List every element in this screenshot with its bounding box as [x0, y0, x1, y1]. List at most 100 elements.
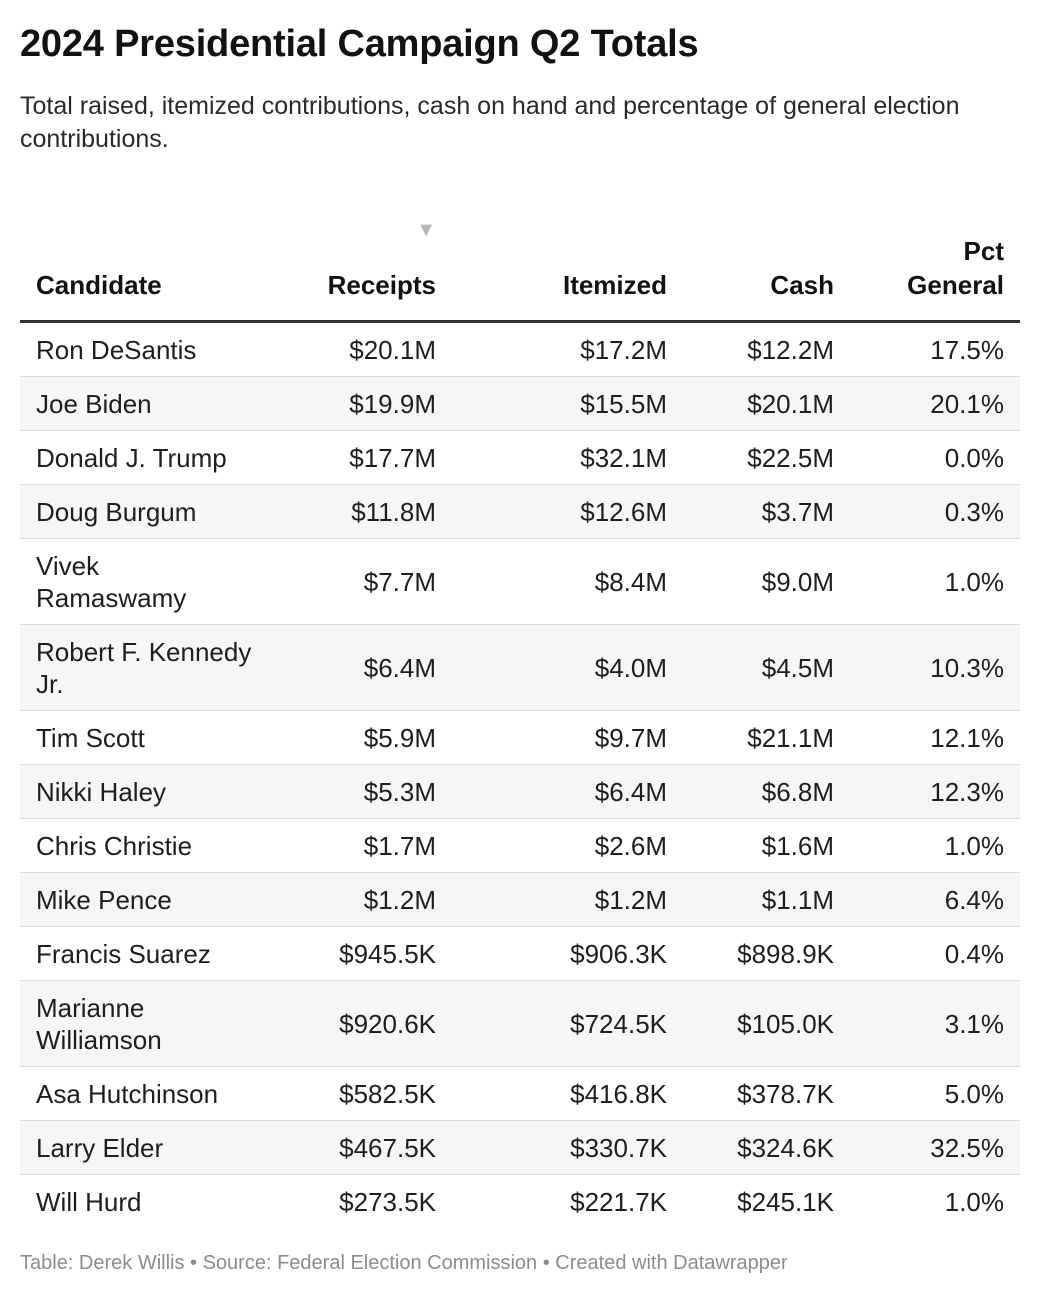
cell-receipts: $920.6K	[272, 980, 452, 1067]
cell-itemized: $2.6M	[452, 818, 683, 873]
cell-pct-general: 0.3%	[850, 484, 1020, 539]
cell-cash: $1.6M	[683, 818, 850, 873]
table-row: Joe Biden $19.9M $15.5M $20.1M 20.1%	[20, 376, 1020, 431]
cell-receipts: $945.5K	[272, 926, 452, 981]
cell-cash: $9.0M	[683, 538, 850, 625]
cell-itemized: $9.7M	[452, 710, 683, 765]
sort-descending-icon: ▼	[416, 219, 436, 241]
cell-receipts: $1.7M	[272, 818, 452, 873]
column-header-pct-general[interactable]: Pct General	[850, 208, 1020, 323]
cell-itemized: $4.0M	[452, 624, 683, 711]
cell-cash: $324.6K	[683, 1120, 850, 1175]
footer-credits: Table: Derek Willis • Source: Federal El…	[20, 1252, 788, 1274]
table-row: Robert F. Kennedy Jr. $6.4M $4.0M $4.5M …	[20, 624, 1020, 711]
table-row: Ron DeSantis $20.1M $17.2M $12.2M 17.5%	[20, 321, 1020, 377]
cell-pct-general: 5.0%	[850, 1066, 1020, 1121]
cell-itemized: $330.7K	[452, 1120, 683, 1175]
cell-pct-general: 1.0%	[944, 1186, 1004, 1217]
cell-cash: $22.5M	[683, 430, 850, 485]
cell-pct-general: 17.5%	[850, 321, 1020, 377]
cell-receipts: $5.3M	[272, 764, 452, 819]
cell-itemized: $8.4M	[452, 538, 683, 625]
cell-itemized: $906.3K	[452, 926, 683, 981]
cell-cash: $21.1M	[683, 710, 850, 765]
cell-pct-general: 1.0%	[850, 538, 1020, 625]
cell-pct-general: 12.1%	[850, 710, 1020, 765]
cell-receipts: $7.7M	[272, 538, 452, 625]
cell-pct-general: 10.3%	[850, 624, 1020, 711]
cell-itemized: $32.1M	[452, 430, 683, 485]
column-header-itemized[interactable]: Itemized	[452, 208, 683, 323]
cell-itemized: $15.5M	[452, 376, 683, 431]
cell-receipts: $20.1M	[272, 321, 452, 377]
cell-receipts: $5.9M	[272, 710, 452, 765]
cell-pct-general: 6.4%	[850, 872, 1020, 927]
cell-itemized: $416.8K	[452, 1066, 683, 1121]
cell-candidate: Tim Scott	[20, 710, 272, 765]
cell-candidate: Doug Burgum	[20, 484, 272, 539]
cell-cash: $898.9K	[683, 926, 850, 981]
cell-candidate: Robert F. Kennedy Jr.	[20, 624, 272, 711]
table-row: Francis Suarez $945.5K $906.3K $898.9K 0…	[20, 926, 1020, 981]
cell-pct-general: 0.4%	[850, 926, 1020, 981]
table-row: Tim Scott $5.9M $9.7M $21.1M 12.1%	[20, 710, 1020, 765]
cell-receipts: $19.9M	[272, 376, 452, 431]
cell-receipts: $467.5K	[272, 1120, 452, 1175]
cell-candidate: Francis Suarez	[20, 926, 272, 981]
table-row: Nikki Haley $5.3M $6.4M $6.8M 12.3%	[20, 764, 1020, 819]
cell-cash: $12.2M	[683, 321, 850, 377]
cell-candidate: Marianne Williamson	[20, 980, 272, 1067]
table-row: Larry Elder $467.5K $330.7K $324.6K 32.5…	[20, 1120, 1020, 1175]
table-row: Asa Hutchinson $582.5K $416.8K $378.7K 5…	[20, 1066, 1020, 1121]
cell-candidate: Ron DeSantis	[20, 321, 272, 377]
column-header-pct-general-label: Pct General	[907, 236, 1004, 300]
cell-cash: $3.7M	[683, 484, 850, 539]
cell-candidate: Mike Pence	[20, 872, 272, 927]
cell-receipts: $1.2M	[272, 872, 452, 927]
table-header-row: Candidate ▼ Receipts Itemized Cash Pct G…	[20, 208, 1020, 323]
column-header-candidate[interactable]: Candidate	[20, 208, 272, 323]
cell-candidate: Asa Hutchinson	[20, 1066, 272, 1121]
cell-receipts: $11.8M	[272, 484, 452, 539]
cell-candidate: Joe Biden	[20, 376, 272, 431]
cell-candidate: Nikki Haley	[20, 764, 272, 819]
column-header-receipts-label: Receipts	[327, 270, 436, 300]
table-row: Donald J. Trump $17.7M $32.1M $22.5M 0.0…	[20, 430, 1020, 485]
cell-itemized: $1.2M	[452, 872, 683, 927]
cell-cash: $4.5M	[683, 624, 850, 711]
cell-pct-general: 1.0%	[850, 818, 1020, 873]
cell-itemized: $724.5K	[452, 980, 683, 1067]
column-header-cash[interactable]: Cash	[683, 208, 850, 323]
cell-receipts: $6.4M	[272, 624, 452, 711]
table-row: Mike Pence $1.2M $1.2M $1.1M 6.4%	[20, 872, 1020, 927]
page-subtitle: Total raised, itemized contributions, ca…	[20, 92, 960, 153]
cell-itemized: $221.7K	[570, 1186, 667, 1217]
table-row: Chris Christie $1.7M $2.6M $1.6M 1.0%	[20, 818, 1020, 873]
cell-candidate: Vivek Ramaswamy	[20, 538, 272, 625]
cell-itemized: $17.2M	[452, 321, 683, 377]
cell-candidate: Larry Elder	[20, 1120, 272, 1175]
table-row: Doug Burgum $11.8M $12.6M $3.7M 0.3%	[20, 484, 1020, 539]
cell-cash: $1.1M	[683, 872, 850, 927]
cell-pct-general: 0.0%	[850, 430, 1020, 485]
cell-candidate: Donald J. Trump	[20, 430, 272, 485]
data-table: Candidate ▼ Receipts Itemized Cash Pct G…	[20, 208, 1020, 1228]
cell-cash: $6.8M	[683, 764, 850, 819]
column-header-receipts[interactable]: ▼ Receipts	[272, 208, 452, 323]
table-row: Marianne Williamson $920.6K $724.5K $105…	[20, 980, 1020, 1067]
cell-receipts: $17.7M	[272, 430, 452, 485]
page-title: 2024 Presidential Campaign Q2 Totals	[20, 23, 699, 65]
cell-pct-general: 20.1%	[850, 376, 1020, 431]
cell-pct-general: 3.1%	[850, 980, 1020, 1067]
cell-receipts: $582.5K	[272, 1066, 452, 1121]
cell-cash: $20.1M	[683, 376, 850, 431]
cell-candidate: Chris Christie	[20, 818, 272, 873]
cell-itemized: $6.4M	[452, 764, 683, 819]
cell-cash: $378.7K	[683, 1066, 850, 1121]
cell-pct-general: 32.5%	[850, 1120, 1020, 1175]
table-row: Vivek Ramaswamy $7.7M $8.4M $9.0M 1.0%	[20, 538, 1020, 625]
cell-candidate: Will Hurd	[36, 1186, 142, 1217]
cell-receipts: $273.5K	[339, 1186, 436, 1217]
table-row: Will Hurd $273.5K $221.7K $245.1K 1.0%	[20, 1175, 1020, 1229]
cell-itemized: $12.6M	[452, 484, 683, 539]
